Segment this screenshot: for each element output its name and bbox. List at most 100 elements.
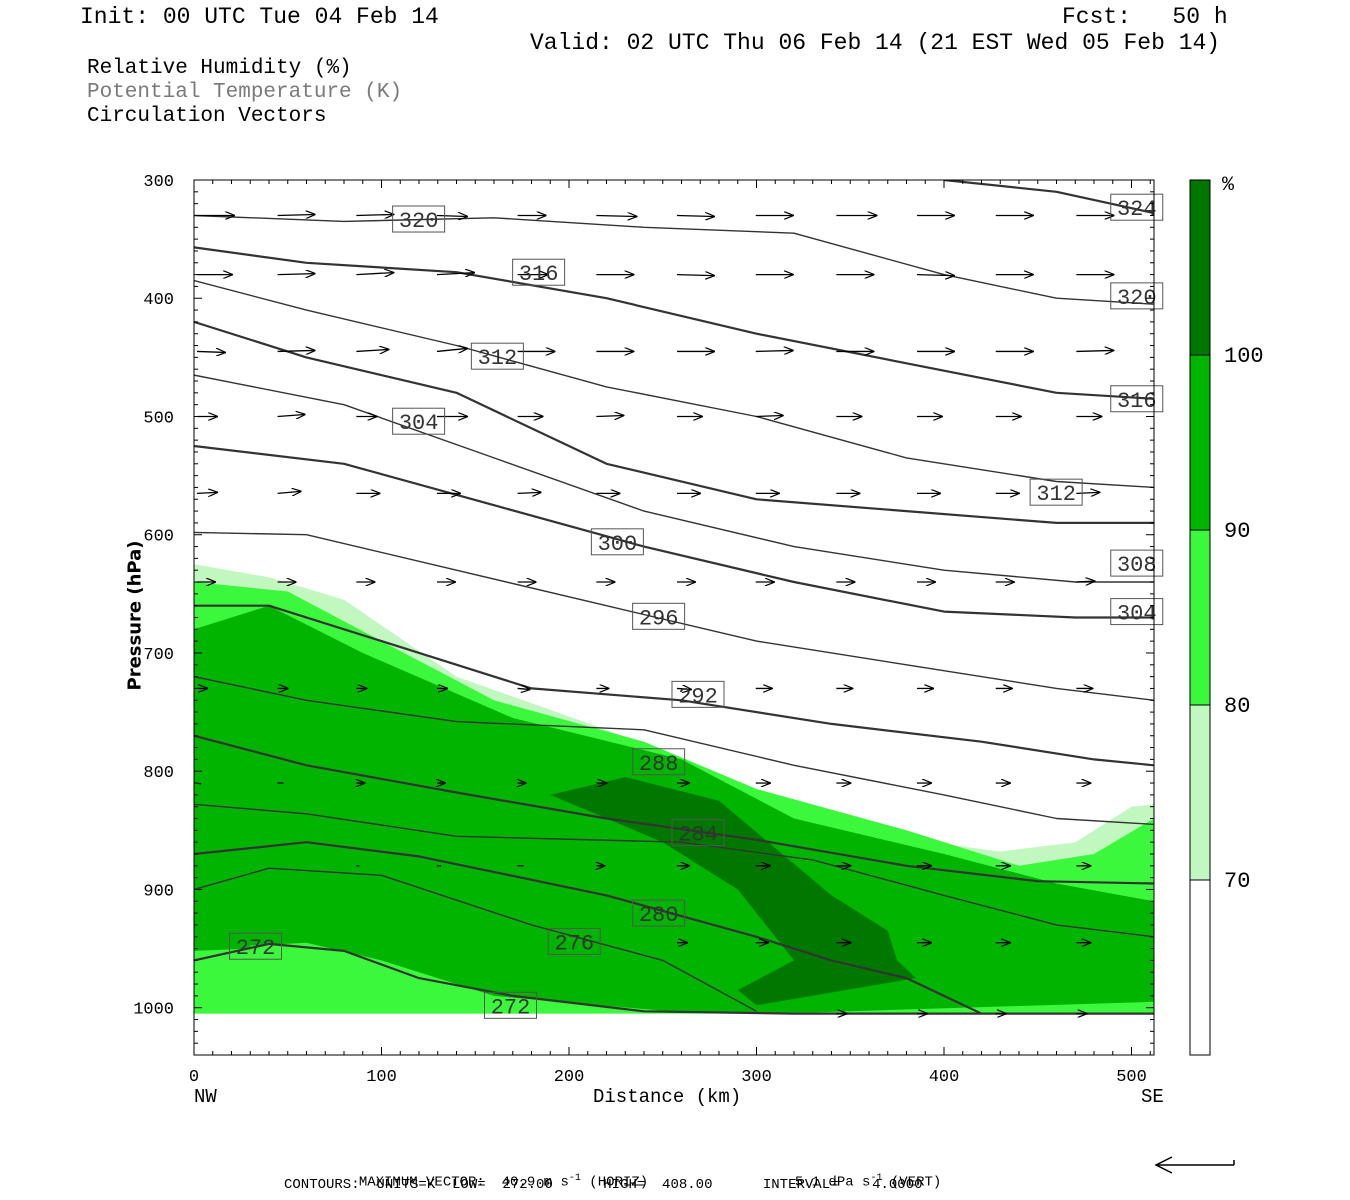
theta-label-text: 276 bbox=[554, 931, 594, 956]
theta-contour-308 bbox=[194, 374, 1154, 583]
theta-contour-292 bbox=[194, 675, 1154, 826]
theta-contour-284 bbox=[194, 803, 1154, 938]
theta-label-box bbox=[671, 680, 725, 708]
theta-label: 308 bbox=[1110, 549, 1164, 578]
x-right-end-label: SE bbox=[1141, 1086, 1164, 1108]
circulation-vector bbox=[676, 688, 691, 689]
title-rh: Relative Humidity (%) bbox=[87, 57, 352, 80]
theta-label-box bbox=[512, 258, 566, 286]
circulation-vector bbox=[356, 349, 388, 351]
theta-label-box bbox=[1110, 549, 1164, 577]
theta-label-text: 308 bbox=[1117, 553, 1157, 578]
y-tick-label: 500 bbox=[143, 409, 174, 428]
colorbar: 70 80 90 100% bbox=[1189, 174, 1264, 1056]
theta-contour-324 bbox=[194, 214, 1154, 305]
theta-label-box bbox=[671, 819, 725, 847]
x-tick-label: 400 bbox=[929, 1068, 960, 1087]
theta-label-text: 304 bbox=[399, 411, 439, 436]
reference-vector-icon bbox=[1154, 1156, 1235, 1174]
colorbar-level-label: 80 bbox=[1224, 694, 1250, 719]
theta-label: 300 bbox=[590, 528, 644, 557]
theta-label-text: 272 bbox=[491, 995, 531, 1020]
theta-label-box bbox=[590, 528, 644, 556]
y-tick-label: 900 bbox=[143, 882, 174, 901]
theta-label-box bbox=[1110, 282, 1164, 310]
max-vert-line: 5.1 dPa s-1 (VERT) bbox=[778, 1157, 941, 1191]
theta-label: 312 bbox=[470, 342, 524, 371]
theta-contour-layer bbox=[194, 180, 1154, 1015]
theta-contour-304 bbox=[194, 444, 1154, 619]
theta-contour-300 bbox=[194, 531, 1154, 701]
circulation-vector bbox=[1076, 350, 1113, 351]
theta-label: 312 bbox=[1029, 478, 1083, 507]
theta-label-box bbox=[1110, 598, 1164, 626]
theta-label-text: 304 bbox=[1117, 602, 1157, 627]
x-left-end-label: NW bbox=[194, 1086, 217, 1108]
circulation-vector bbox=[196, 492, 217, 493]
theta-label-text: 312 bbox=[1036, 482, 1076, 507]
y-tick-label: 1000 bbox=[133, 1001, 174, 1020]
circulation-vector bbox=[596, 415, 623, 416]
rh-region-100 bbox=[550, 777, 916, 1006]
theta-label-box bbox=[1110, 193, 1164, 221]
rh-fill-layer bbox=[194, 564, 1154, 1014]
circulation-vector bbox=[356, 214, 393, 215]
theta-label: 292 bbox=[671, 680, 725, 709]
theta-label: 316 bbox=[512, 258, 566, 287]
circulation-vector bbox=[517, 492, 541, 493]
circulation-vector bbox=[277, 274, 315, 275]
colorbar-unit-label: % bbox=[1222, 174, 1235, 197]
circulation-vector bbox=[755, 415, 783, 416]
circulation-vector bbox=[676, 275, 714, 276]
theta-label-text: 320 bbox=[399, 209, 439, 234]
y-axis-label: Pressure (hPa) bbox=[124, 540, 146, 691]
circulation-vector bbox=[436, 348, 467, 351]
theta-label-text: 296 bbox=[639, 606, 679, 631]
circulation-vector bbox=[1076, 581, 1094, 582]
theta-label: 316 bbox=[1110, 385, 1164, 414]
colorbar-segment bbox=[1189, 704, 1211, 881]
colorbar-level-label: 90 bbox=[1224, 519, 1250, 544]
theta-label-text: 272 bbox=[236, 936, 276, 961]
theta-label: 280 bbox=[632, 899, 686, 928]
circulation-vector bbox=[277, 350, 315, 351]
y-tick-label: 800 bbox=[143, 764, 174, 783]
y-tick-label: 300 bbox=[143, 173, 174, 192]
colorbar-segment bbox=[1189, 354, 1211, 531]
theta-label-box bbox=[632, 748, 686, 776]
circulation-vector bbox=[277, 214, 315, 215]
theta-label-box bbox=[484, 991, 537, 1019]
theta-label-text: 312 bbox=[478, 346, 518, 371]
theta-label-text: 292 bbox=[678, 684, 718, 709]
y-tick-label: 600 bbox=[143, 528, 174, 547]
circulation-vector bbox=[436, 215, 467, 216]
theta-label: 284 bbox=[671, 819, 725, 848]
max-vector-line: MAXIMUM VECTOR: 40.9 m s-1 (HORIZ) bbox=[342, 1157, 648, 1191]
theta-contour-296 bbox=[194, 604, 1154, 767]
theta-contour-320 bbox=[194, 246, 1154, 400]
theta-label-box bbox=[547, 927, 601, 955]
theta-label: 276 bbox=[547, 927, 601, 956]
theta-contour-316 bbox=[194, 279, 1154, 489]
theta-contour-288 bbox=[194, 734, 1154, 885]
theta-label-text: 324 bbox=[1117, 197, 1157, 222]
theta-label: 296 bbox=[632, 602, 686, 631]
theta-label-box bbox=[470, 342, 524, 370]
circulation-vector bbox=[277, 414, 305, 416]
theta-label: 272 bbox=[484, 991, 537, 1020]
valid-time: Valid: 02 UTC Thu 06 Feb 14 (21 EST Wed … bbox=[530, 30, 1221, 56]
theta-label-box bbox=[1029, 478, 1083, 506]
circulation-vector bbox=[517, 688, 530, 689]
x-tick-label: 500 bbox=[1116, 1068, 1147, 1087]
y-tick-label: 400 bbox=[143, 291, 174, 310]
theta-contour-280 bbox=[194, 841, 982, 1015]
forecast-hour: Fcst: 50 h bbox=[1062, 4, 1228, 30]
max-vector-label: MAXIMUM VECTOR: bbox=[358, 1174, 485, 1191]
theta-label-text: 284 bbox=[678, 823, 718, 848]
max-vert-value: 5.1 dPa s bbox=[794, 1174, 871, 1191]
contours-info: CONTOURS: UNITS=K LOW= 272.00 HIGH= 408.… bbox=[284, 1177, 923, 1193]
axes: 0 100 200 300 400 500 300 400 500 600 700 800 900 100… bbox=[133, 173, 1154, 1087]
circulation-vector bbox=[676, 215, 714, 216]
title-theta: Potential Temperature (K) bbox=[87, 81, 403, 104]
colorbar-level-label: 70 bbox=[1224, 869, 1250, 894]
